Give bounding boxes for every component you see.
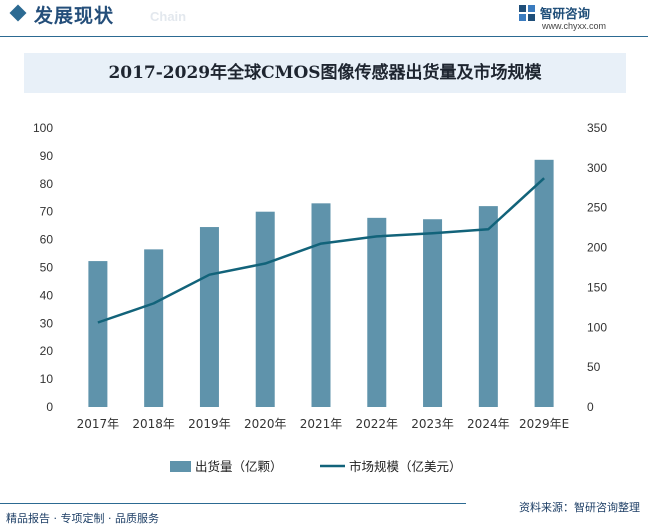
x-tick-label: 2029年E: [519, 417, 569, 431]
x-tick-label: 2023年: [411, 417, 454, 431]
x-tick-label: 2021年: [300, 417, 343, 431]
right-tick-label: 350: [587, 121, 607, 135]
bar-2022年: [367, 217, 387, 407]
left-tick-label: 80: [40, 177, 54, 191]
left-tick-label: 100: [33, 121, 53, 135]
right-tick-label: 100: [587, 320, 607, 334]
right-tick-label: 300: [587, 161, 607, 175]
left-tick-label: 0: [46, 400, 53, 414]
section-subtitle: Chain: [150, 9, 187, 24]
bar-2017年: [88, 261, 108, 407]
bar-2024年: [478, 206, 498, 407]
right-tick-label: 150: [587, 280, 607, 294]
brand-block: 智研咨询 www.chyxx.com: [518, 3, 638, 35]
section-title: 发展现状: [34, 5, 115, 27]
header-bar: 发展现状 Chain 智研咨询 www.chyxx.com: [0, 0, 648, 37]
brand-logo-icon: [519, 5, 535, 21]
x-tick-label: 2017年: [77, 417, 120, 431]
chart-title: 2017-2029年全球CMOS图像传感器出货量及市场规模: [108, 63, 542, 83]
footer-divider: [0, 503, 466, 504]
bar-2019年: [199, 227, 219, 407]
x-tick-label: 2024年: [467, 417, 510, 431]
x-tick-label: 2019年: [188, 417, 231, 431]
footer-slogan: 精品报告 · 专项定制 · 品质服务: [6, 512, 159, 525]
footer-source: 资料来源：智研咨询整理: [519, 501, 640, 514]
header-divider: [0, 36, 648, 37]
legend-line-label: 市场规模（亿美元）: [349, 459, 462, 474]
left-tick-label: 30: [40, 316, 54, 330]
x-tick-label: 2018年: [132, 417, 175, 431]
x-tick-label: 2020年: [244, 417, 287, 431]
bar-2023年: [423, 219, 443, 407]
left-tick-label: 20: [40, 344, 54, 358]
left-tick-label: 40: [40, 288, 54, 302]
x-tick-label: 2022年: [356, 417, 399, 431]
legend-bar-label: 出货量（亿颗）: [195, 459, 283, 474]
right-tick-label: 0: [587, 400, 594, 414]
chart-title-band: 2017-2029年全球CMOS图像传感器出货量及市场规模: [24, 53, 626, 93]
bar-2020年: [255, 211, 275, 407]
left-tick-label: 90: [40, 149, 54, 163]
bar-2018年: [144, 249, 164, 407]
bar-2021年: [311, 203, 331, 407]
right-tick-label: 250: [587, 201, 607, 215]
right-tick-label: 200: [587, 241, 607, 255]
bar-2029年E: [534, 159, 554, 407]
left-tick-label: 50: [40, 261, 54, 275]
brand-url: www.chyxx.com: [542, 21, 607, 31]
left-tick-label: 70: [40, 205, 54, 219]
left-tick-label: 10: [40, 372, 54, 386]
right-tick-label: 50: [587, 360, 601, 374]
legend-bar-swatch: [170, 461, 191, 472]
left-tick-label: 60: [40, 233, 54, 247]
brand-name: 智研咨询: [540, 6, 591, 21]
